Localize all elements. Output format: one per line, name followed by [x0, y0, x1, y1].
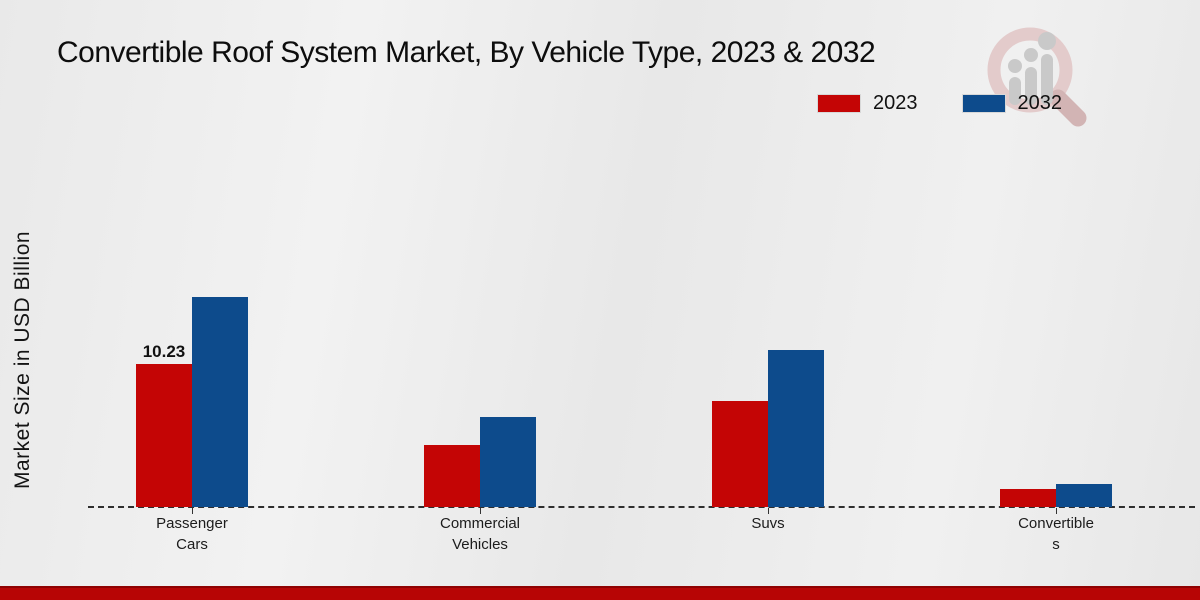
- x-axis-tick-suvs: [768, 508, 769, 514]
- data-label-2023-passenger-cars: 10.23: [142, 342, 186, 361]
- legend: 2023 2032: [817, 92, 1062, 115]
- bar-2023-convertibles: [1000, 489, 1056, 507]
- bar-2032-passenger-cars: [192, 297, 248, 507]
- bar-2032-convertibles: [1056, 484, 1112, 507]
- chart-title: Convertible Roof System Market, By Vehic…: [57, 36, 876, 69]
- legend-swatch-2032: [961, 94, 1006, 113]
- legend-label-2023: 2023: [873, 92, 918, 114]
- x-axis-tick-passenger-cars: [192, 508, 193, 514]
- bar-2023-commercial-vehicles: [424, 445, 480, 507]
- magnifier-chart-logo-icon: [987, 27, 1087, 127]
- category-label-commercial-vehicles: Commercial Vehicles: [439, 515, 520, 553]
- legend-item-2032: 2032: [961, 92, 1063, 115]
- x-axis-line: [88, 506, 1195, 508]
- x-axis-tick-convertibles: [1056, 508, 1057, 514]
- bar-2023-suvs: [712, 401, 768, 507]
- legend-item-2023: 2023: [817, 92, 918, 115]
- legend-label-2032: 2032: [1017, 92, 1063, 114]
- legend-swatch-2023: [817, 94, 861, 113]
- x-axis-tick-commercial-vehicles: [480, 508, 481, 514]
- bar-2032-suvs: [768, 350, 824, 507]
- category-label-convertibles: Convertible s: [1018, 515, 1094, 553]
- bar-2032-commercial-vehicles: [480, 417, 536, 507]
- footer-red-bar: [0, 586, 1200, 600]
- category-label-suvs: Suvs: [751, 515, 785, 532]
- bar-2023-passenger-cars: [136, 364, 192, 507]
- category-label-passenger-cars: Passenger Cars: [156, 515, 228, 553]
